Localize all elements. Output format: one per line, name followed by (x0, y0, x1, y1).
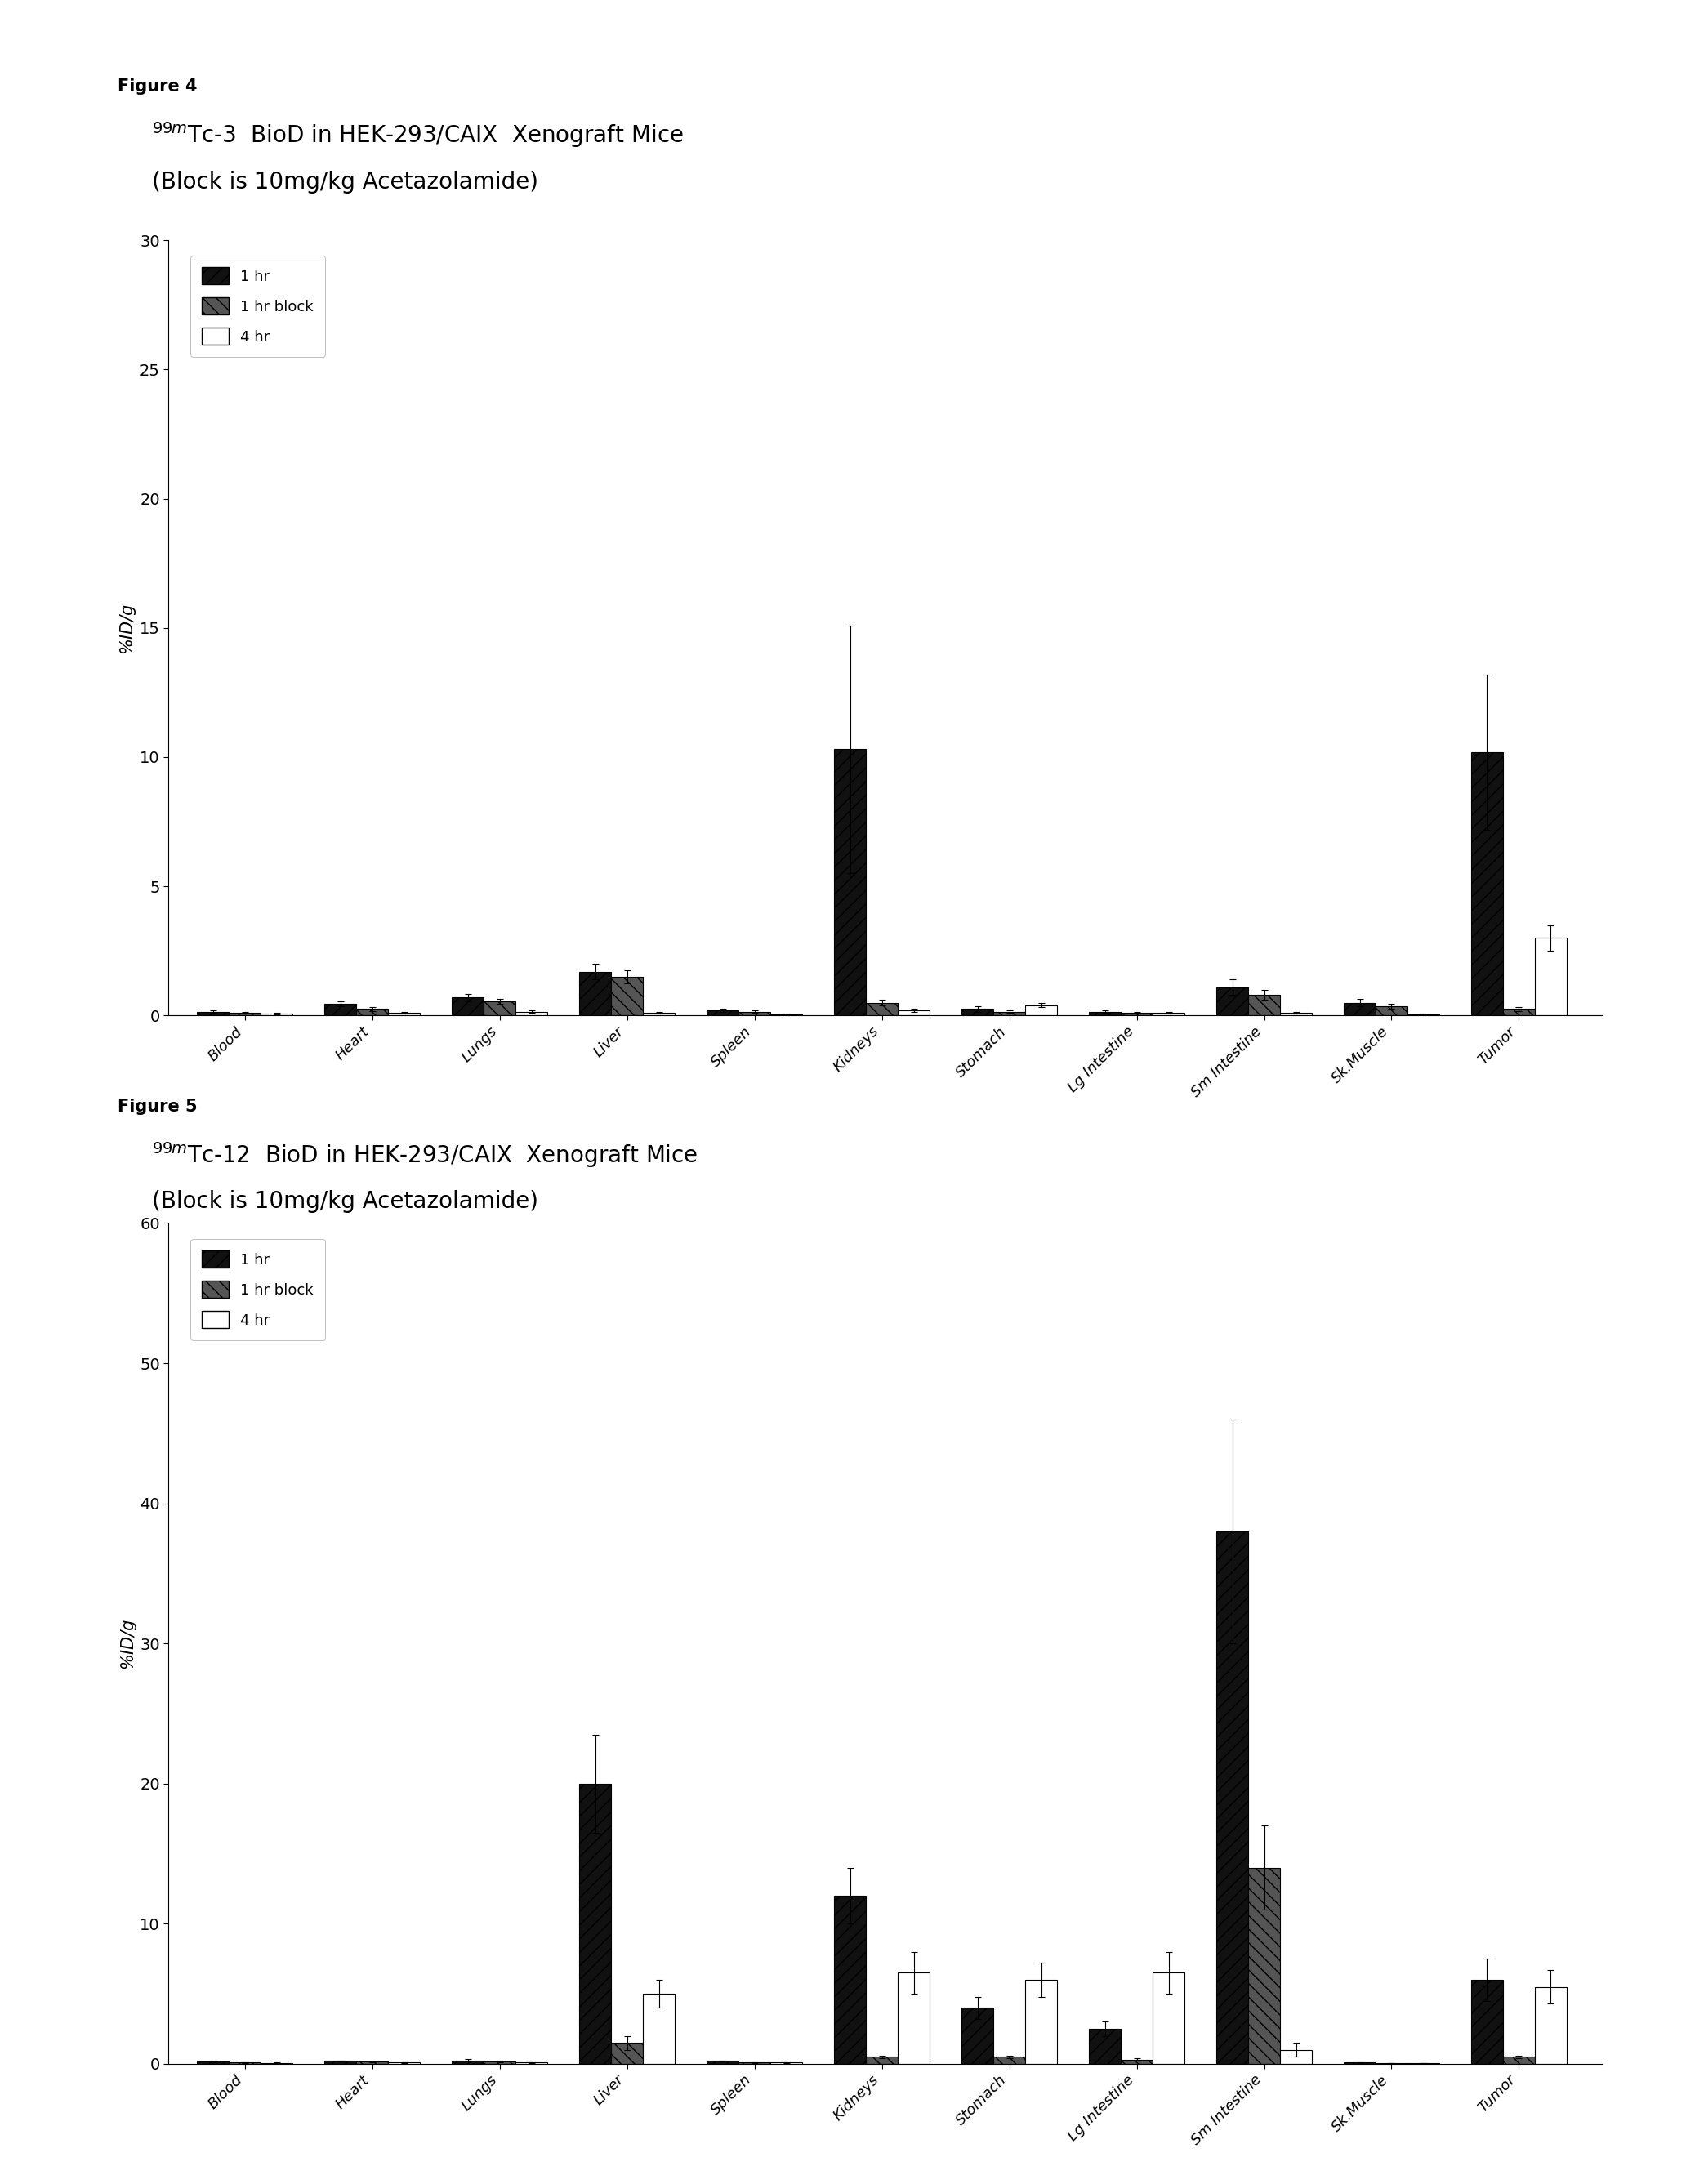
Text: (Block is 10mg/kg Acetazolamide): (Block is 10mg/kg Acetazolamide) (152, 170, 538, 192)
Bar (835, 749, 867, 1016)
Text: Figure 4: Figure 4 (118, 79, 197, 94)
Bar (229, 1013, 261, 1016)
Bar (1280, 1013, 1312, 1016)
Bar (1376, 1007, 1408, 1016)
Bar (452, 998, 484, 1016)
Bar (1089, 1011, 1121, 1016)
Bar (738, 1011, 771, 1016)
Text: (Block is 10mg/kg Acetazolamide): (Block is 10mg/kg Acetazolamide) (152, 1190, 538, 1212)
Bar (899, 1011, 929, 1016)
Bar (452, 2060, 484, 2064)
Bar (835, 1896, 867, 2064)
Bar (516, 1011, 548, 1016)
Bar (1121, 1013, 1153, 1016)
Bar (612, 2042, 642, 2064)
Legend: 1 hr, 1 hr block, 4 hr: 1 hr, 1 hr block, 4 hr (191, 256, 325, 356)
Bar (580, 972, 612, 1016)
Bar (484, 1000, 516, 1016)
Legend: 1 hr, 1 hr block, 4 hr: 1 hr, 1 hr block, 4 hr (191, 1238, 325, 1341)
Bar (642, 1994, 674, 2064)
Bar (1153, 1013, 1185, 1016)
Bar (867, 1002, 899, 1016)
Bar (1216, 987, 1248, 1016)
Bar (1344, 1002, 1376, 1016)
Bar (706, 2062, 738, 2064)
Bar (993, 2057, 1025, 2064)
Bar (1248, 996, 1280, 1016)
Bar (1216, 1531, 1248, 2064)
Text: $^{99m}$Tc-3  BioD in HEK-293/CAIX  Xenograft Mice: $^{99m}$Tc-3 BioD in HEK-293/CAIX Xenogr… (152, 120, 683, 149)
Bar (706, 1011, 738, 1016)
Bar (867, 2057, 899, 2064)
Bar (1472, 751, 1502, 1016)
Bar (1248, 1867, 1280, 2064)
Bar (612, 976, 642, 1016)
Bar (961, 1009, 993, 1016)
Bar (1025, 1005, 1057, 1016)
Bar (1280, 2051, 1312, 2064)
Bar (1534, 939, 1566, 1016)
Bar (993, 1011, 1025, 1016)
Y-axis label: %ID/g: %ID/g (120, 1618, 135, 1669)
Text: Figure 5: Figure 5 (118, 1099, 197, 1114)
Bar (1534, 1987, 1566, 2064)
Bar (197, 1011, 229, 1016)
Bar (325, 2062, 356, 2064)
Bar (642, 1013, 674, 1016)
Bar (1121, 2060, 1153, 2064)
Bar (388, 1013, 420, 1016)
Text: $^{99m}$Tc-12  BioD in HEK-293/CAIX  Xenograft Mice: $^{99m}$Tc-12 BioD in HEK-293/CAIX Xenog… (152, 1140, 698, 1168)
Bar (1472, 1979, 1502, 2064)
Y-axis label: %ID/g: %ID/g (120, 603, 135, 653)
Bar (961, 2007, 993, 2064)
Bar (1089, 2029, 1121, 2064)
Bar (1025, 1979, 1057, 2064)
Bar (1153, 1972, 1185, 2064)
Bar (325, 1005, 356, 1016)
Bar (356, 1009, 388, 1016)
Bar (1502, 1009, 1534, 1016)
Bar (580, 1784, 612, 2064)
Bar (1502, 2057, 1534, 2064)
Bar (899, 1972, 929, 2064)
